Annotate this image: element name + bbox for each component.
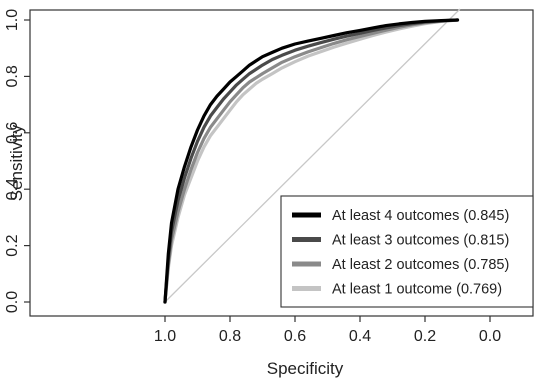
roc-curve-series-4 [163,18,460,304]
x-tick-label: 0.6 [284,328,306,345]
plot-frame [29,9,534,317]
legend-box [280,195,534,308]
x-tick-label: 1.0 [154,328,176,345]
reference-line [164,8,461,303]
y-tick-label: 1.0 [4,9,21,31]
y-tick-label: 0.2 [4,234,21,256]
y-tick-label: 0.0 [4,291,21,313]
roc-curve-series-2 [163,18,460,304]
y-tick-label: 0.8 [4,65,21,87]
legend-entry: At least 1 outcome (0.769) [332,282,502,298]
y-axis: 0.0 0.2 0.4 0.6 0.8 1.0 [4,9,30,313]
x-tick-label: 0.4 [349,328,371,345]
legend-entry: At least 3 outcomes (0.815) [332,233,509,249]
x-axis-title: Specificity [267,359,344,378]
plot-border [29,9,534,317]
y-tick-label: 0.6 [4,122,21,144]
x-tick-label: 0.8 [219,328,241,345]
roc-curve-series-3 [163,18,460,304]
y-axis-title: Sensitivity [7,124,26,201]
y-tick-label: 0.4 [4,178,21,200]
roc-curves [163,18,460,304]
x-axis: 1.0 0.8 0.6 0.4 0.2 0.0 [154,316,501,345]
legend-entry: At least 2 outcomes (0.785) [332,257,509,273]
roc-curve-series-1 [163,18,460,304]
x-tick-label: 0.0 [479,328,501,345]
x-tick-label: 0.2 [414,328,436,345]
legend: At least 4 outcomes (0.845) At least 3 ou… [280,195,534,308]
chance-diagonal-line [164,8,461,303]
legend-entry: At least 4 outcomes (0.845) [332,208,509,224]
